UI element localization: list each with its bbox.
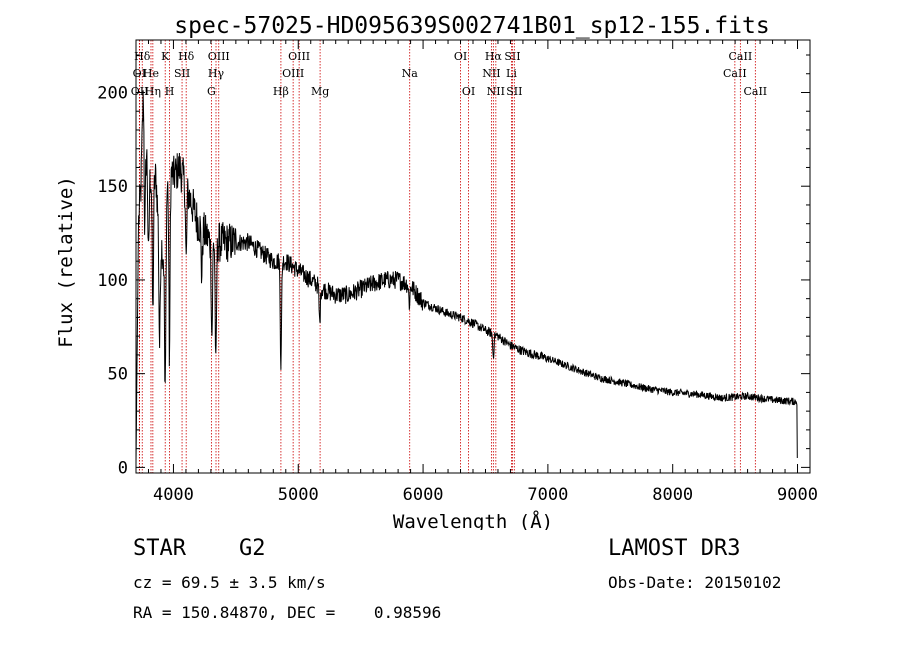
plot-frame [135,39,811,474]
spectral-line-label: G [207,85,216,98]
spectral-line-label: OIII [282,67,304,80]
object-subclass: G2 [238,536,266,561]
spectral-line-label: Na [402,67,419,80]
spectral-line-label: CaII [723,67,747,80]
spectral-line-label: OI [462,85,475,98]
spectral-line-markers: Hδ OI OII He Hη K H SII Hδ G OIII Hγ Hβ OIII OIII Mg Na O… [131,40,767,473]
spectral-line-label: Hδ [134,50,151,63]
spectral-line-label: Mg [311,85,329,98]
spectral-line-label: NII [482,67,500,80]
spectral-line-label: Hβ [273,85,289,98]
y-tick-label: 100 [97,271,128,291]
spectral-line-label: OIII [288,50,310,63]
x-axis-ticks: 4000 5000 6000 7000 8000 9000 [135,40,818,505]
chart-title: spec-57025-HD095639S002741B01_sp12-155.f… [174,13,769,39]
y-tick-label: 150 [97,177,128,197]
object-classification: STAR G2 [133,536,265,561]
object-class: STAR [133,536,186,561]
y-axis-label: Flux (relative) [55,176,77,348]
x-tick-label: 7000 [527,485,568,505]
spectral-line-label: OII [131,85,149,98]
y-tick-label: 200 [97,83,128,103]
y-tick-label: 0 [118,458,128,478]
spectral-line-label: Hγ [208,67,225,80]
x-tick-label: 6000 [403,485,444,505]
spectral-line-label: CaII [743,85,767,98]
y-tick-label: 50 [108,365,128,385]
observation-date: Obs-Date: 20150102 [608,573,782,592]
x-tick-label: 9000 [777,485,818,505]
redshift-cz: cz = 69.5 ± 3.5 km/s [133,573,326,592]
spectral-line-label: SII [174,67,190,80]
spectral-line-label: Hη [145,85,161,98]
spectral-line-label: Hα [485,50,503,63]
y-axis-ticks: 0 50 100 150 200 [97,54,810,478]
spectral-line-label: OIII [208,50,230,63]
x-tick-label: 8000 [652,485,693,505]
spectrum-trace [135,90,798,464]
spectral-line-label: He [143,67,159,80]
spectral-line-label: SII [506,85,522,98]
spectral-line-label: Li [506,67,517,80]
spectral-line-label: H [165,85,175,98]
spectral-line-label: OI [454,50,467,63]
x-tick-label: 4000 [153,485,194,505]
spectral-line-label: K [161,50,170,63]
ra-dec-coordinates: RA = 150.84870, DEC = 0.98596 [133,603,442,622]
spectral-line-label: Hδ [178,50,195,63]
x-axis-label: Wavelength (Å) [393,510,553,530]
spectral-line-label: NII [487,85,505,98]
survey-name: LAMOST DR3 [608,536,741,561]
spectral-line-label: CaII [729,50,753,63]
x-tick-label: 5000 [278,485,319,505]
spectral-line-label: SII [504,50,520,63]
spectrum-chart: spec-57025-HD095639S002741B01_sp12-155.f… [55,13,818,530]
